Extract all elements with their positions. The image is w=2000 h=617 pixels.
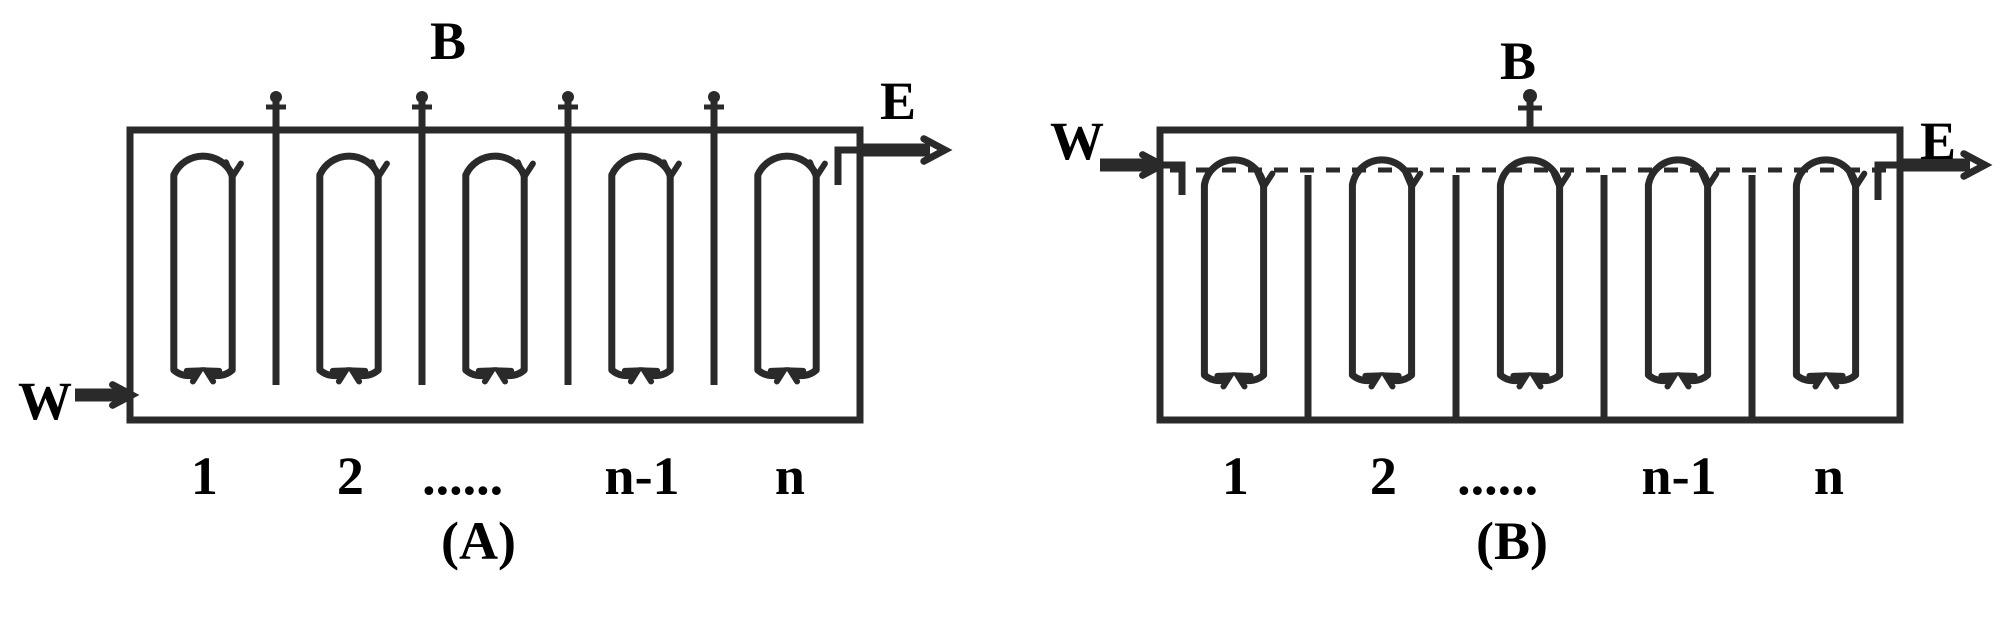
chamber-label: n-1 [605,445,680,507]
figure-wrap: B E W 1 2...... n-1 n (A) B E W 1 2...... n-1 n (B) [0,0,2000,612]
label-w: W [18,370,72,432]
chamber-label: 1 [1222,445,1249,507]
chamber-label: ...... [1457,445,1538,507]
chamber-label: 2 [337,445,364,507]
panel-b: B E W 1 2...... n-1 n (B) [1000,0,2000,612]
label-e: E [1920,110,1956,172]
panel-a: B E W 1 2...... n-1 n (A) [0,0,1000,612]
label-b: B [1500,30,1536,92]
panel-caption: (B) [1476,510,1548,572]
label-e: E [880,70,916,132]
chamber-label: n [1814,445,1844,507]
chamber-label: ...... [422,445,503,507]
label-b: B [430,10,466,72]
panel-caption: (A) [441,510,516,572]
chamber-label: n [775,445,805,507]
label-w: W [1050,110,1104,172]
chamber-label: 2 [1370,445,1397,507]
chamber-label: n-1 [1642,445,1717,507]
chamber-label: 1 [191,445,218,507]
